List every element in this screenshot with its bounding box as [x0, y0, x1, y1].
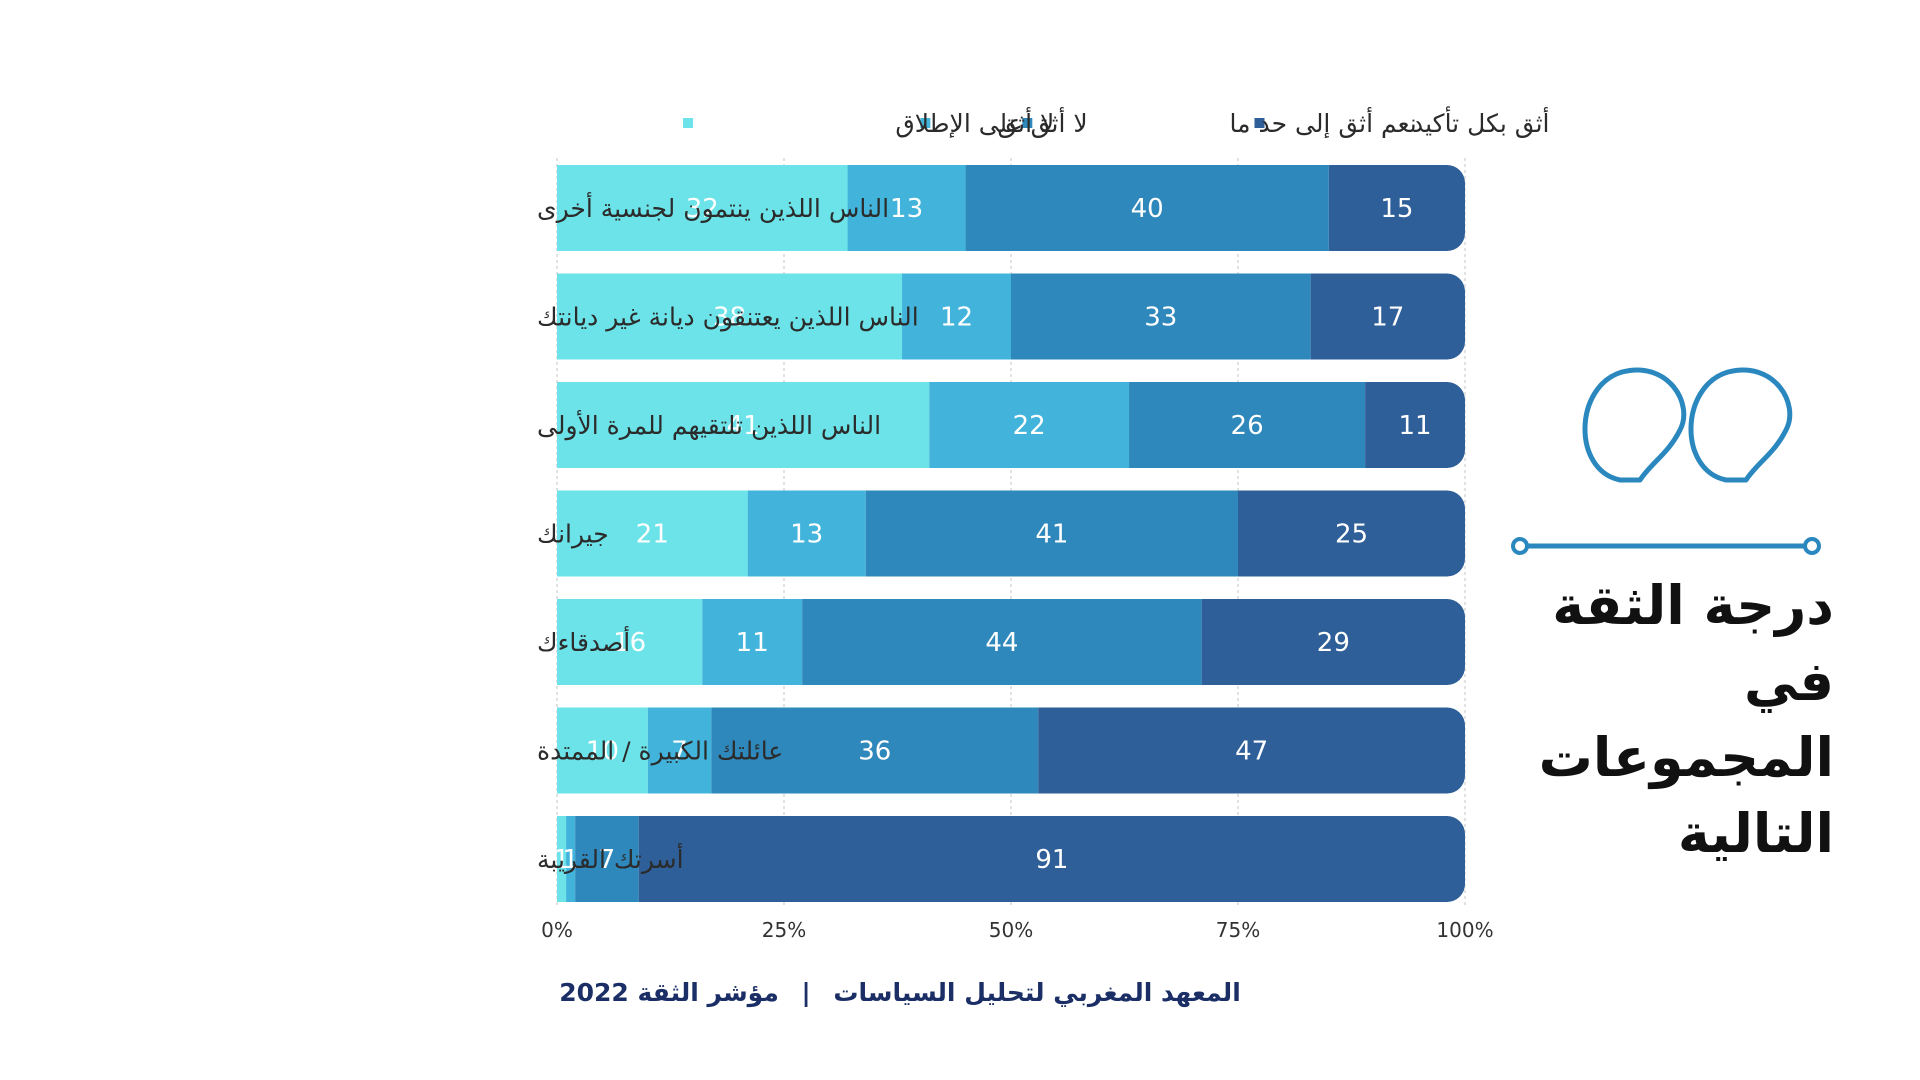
bar-row — [557, 707, 1465, 794]
data-label: 25 — [1335, 520, 1368, 550]
legend-label: أثق بكل تأكيد — [1412, 105, 1550, 138]
bar-row — [557, 382, 1465, 468]
bar-segment — [1129, 382, 1366, 468]
data-label: 13 — [890, 194, 923, 224]
category-label: الناس اللذين ينتمون لجنسية أخرى — [537, 191, 889, 223]
x-axis-ticks: 0% 25% 50% 75% 100% — [541, 918, 1493, 942]
category-label: أسرتك القريبة — [537, 842, 684, 874]
source-institute: المعهد المغربي لتحليل السياسات — [833, 978, 1241, 1007]
bar-segment — [1310, 273, 1465, 360]
legend-label: نعم أثق إلى حد ما — [1230, 106, 1417, 139]
bar-segment — [638, 816, 1465, 902]
bar-segment — [575, 816, 639, 902]
data-label: 11 — [736, 628, 769, 658]
source-index: مؤشر الثقة 2022 — [559, 978, 779, 1007]
bar-segment — [557, 165, 848, 251]
bar-segment — [557, 599, 703, 685]
bar-segment — [847, 165, 966, 251]
bars — [557, 165, 1465, 902]
bar-row — [557, 165, 1465, 251]
bar-segment — [1201, 599, 1465, 685]
side-title: درجة الثقة في المجموعات التالية — [1538, 574, 1834, 865]
bar-row — [557, 816, 1465, 902]
legend-swatch — [920, 118, 931, 128]
legend-label: لا أثق — [997, 106, 1054, 138]
bar-segment — [1011, 273, 1311, 360]
category-label: الناس اللذين تلتقيهم للمرة الأولى — [537, 409, 881, 441]
data-label: 38 — [713, 303, 746, 333]
x-tick-label: 25% — [762, 918, 806, 942]
bar-segment — [747, 490, 866, 577]
data-label: 17 — [1371, 303, 1404, 333]
data-label: 32 — [686, 194, 719, 224]
category-label: جيرانك — [537, 520, 609, 549]
bar-row — [557, 490, 1465, 577]
x-tick-label: 0% — [541, 918, 573, 942]
category-label: عائلتك الكبيرة / الممتدة — [537, 737, 783, 766]
bar-segment — [1238, 490, 1465, 577]
bar-segment — [1365, 382, 1465, 468]
category-labels: الناس اللذين ينتمون لجنسية أخرى الناس الل… — [537, 191, 919, 874]
data-label: 1 — [562, 845, 579, 875]
bar-segment — [902, 273, 1011, 360]
data-label: 29 — [1317, 628, 1350, 658]
data-label: 11 — [1399, 411, 1432, 441]
bar-segment — [647, 707, 712, 794]
category-label: الناس اللذين يعتنقون ديانة غير ديانتك — [537, 303, 919, 332]
data-label: 7 — [671, 737, 688, 767]
bar-segment — [965, 165, 1329, 251]
data-label: 44 — [985, 628, 1018, 658]
data-label: 12 — [940, 303, 973, 333]
legend-swatch — [1254, 118, 1265, 128]
data-label: 10 — [586, 737, 619, 767]
bar-segment — [865, 490, 1238, 577]
data-label: 15 — [1380, 194, 1413, 224]
bar-segment — [702, 599, 803, 685]
source-separator: | — [801, 978, 811, 1007]
data-label: 47 — [1235, 737, 1268, 767]
source-footer: المعهد المغربي لتحليل السياسات | مؤشر ال… — [400, 978, 1400, 1007]
bar-segment — [1328, 165, 1465, 251]
data-label: 41 — [1035, 520, 1068, 550]
bar-segment — [557, 490, 748, 577]
legend-swatch — [683, 118, 694, 128]
bar-segment — [566, 816, 576, 902]
bar-segment — [557, 382, 930, 468]
data-label: 26 — [1231, 411, 1264, 441]
data-label: 41 — [727, 411, 760, 441]
bar-segment — [557, 707, 648, 794]
legend-label: لا أثق على الإطلاق — [895, 106, 1087, 138]
bar-row — [557, 273, 1465, 360]
data-label: 40 — [1131, 194, 1164, 224]
x-tick-label: 75% — [1216, 918, 1260, 942]
x-tick-label: 100% — [1436, 918, 1493, 942]
data-label: 33 — [1144, 303, 1177, 333]
x-tick-label: 50% — [989, 918, 1033, 942]
legend-swatch — [1022, 118, 1033, 128]
bar-segment — [557, 273, 903, 360]
category-label: أصدقاءك — [537, 625, 630, 657]
bar-row — [557, 599, 1465, 685]
title-connector — [1511, 537, 1821, 555]
data-label: 91 — [1035, 845, 1068, 875]
data-label: 22 — [1013, 411, 1046, 441]
data-label: 36 — [858, 737, 891, 767]
data-label: 16 — [613, 628, 646, 658]
bar-segment — [1038, 707, 1465, 794]
quote-icon — [1582, 367, 1793, 483]
bar-segment — [711, 707, 1039, 794]
data-label: 21 — [636, 520, 669, 550]
bar-segment — [557, 816, 567, 902]
bar-segment — [929, 382, 1130, 468]
data-label: 7 — [599, 845, 616, 875]
data-label: 13 — [790, 520, 823, 550]
data-label: 1 — [553, 845, 570, 875]
bar-segment — [802, 599, 1202, 685]
